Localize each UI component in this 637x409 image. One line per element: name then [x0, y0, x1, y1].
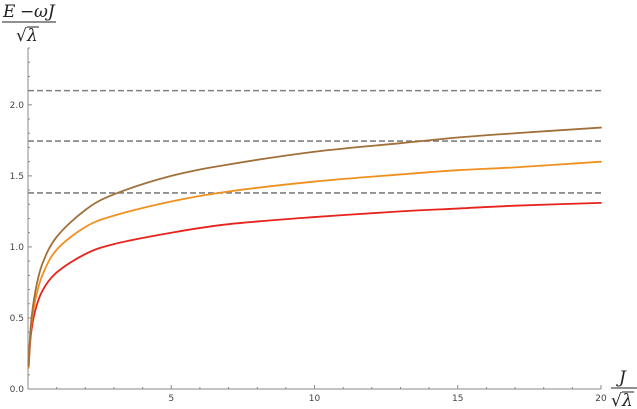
y-tick-label: 0.5 [10, 314, 24, 324]
series-group [27, 126, 602, 369]
series-line-1 [27, 201, 602, 369]
y-tick-label: 1.0 [10, 243, 25, 253]
y-tick-label: 1.5 [10, 172, 24, 182]
y-label-numerator-op: − [20, 2, 34, 22]
reference-lines [28, 89, 601, 194]
x-tick-label: 5 [168, 394, 174, 404]
x-tick-label: 10 [309, 394, 321, 404]
x-label-denominator: λ [621, 391, 633, 409]
x-tick-label: 20 [595, 394, 607, 404]
y-tick-label: 2.0 [10, 101, 25, 111]
axes: 5 10 15 20 0.0 0.5 1.0 1.5 2.0 [10, 47, 607, 404]
y-label-numerator-lhs: E [2, 2, 16, 22]
x-axis-label: J √ λ [611, 368, 637, 409]
x-label-numerator: J [616, 368, 627, 388]
series-line-3 [27, 126, 602, 368]
x-tick-label: 15 [452, 394, 463, 404]
series-line-2 [27, 160, 602, 369]
y-label-numerator-rhs: ωJ [34, 2, 56, 22]
y-label-denominator: λ [26, 26, 38, 46]
y-label-radical: √ [16, 26, 27, 46]
y-tick-label: 0.0 [10, 385, 25, 395]
y-axis-label: E − ωJ √ λ [2, 2, 56, 46]
x-label-radical: √ [611, 391, 622, 409]
